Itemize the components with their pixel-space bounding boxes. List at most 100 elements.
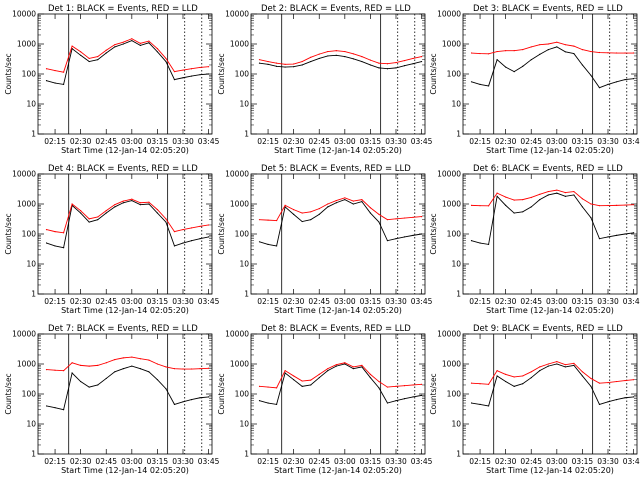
data-point (173, 79, 176, 81)
data-point (318, 373, 320, 376)
data-point (386, 386, 389, 388)
data-point (275, 403, 278, 406)
plot-frame (250, 173, 426, 295)
chart-panel-2: Det 2: BLACK = Events, RED = LLD 1 10 100 10… (217, 4, 433, 155)
data-point (293, 375, 295, 377)
x-tick-label: 03:00 (546, 137, 568, 146)
lld-series-line (471, 41, 634, 55)
data-point (275, 387, 278, 389)
x-tick-label: 03:30 (385, 297, 407, 306)
data-point (530, 46, 532, 48)
y-axis-label: Counts/sec (429, 53, 438, 94)
y-axis-label: Counts/sec (4, 213, 13, 254)
data-point (513, 376, 515, 378)
data-point (395, 238, 397, 240)
lld-series-line (46, 356, 209, 372)
data-point (607, 401, 609, 403)
y-axis-label: Counts/sec (217, 373, 226, 414)
data-point (581, 64, 584, 66)
data-point (97, 384, 99, 386)
x-tick-label: 02:45 (520, 297, 542, 306)
data-point (412, 63, 414, 65)
data-point (590, 385, 592, 387)
x-tick-label: 03:15 (147, 297, 169, 306)
data-point (62, 247, 65, 249)
y-tick-label: 100 (235, 70, 250, 79)
data-point (54, 407, 56, 409)
data-point (573, 190, 575, 193)
y-tick-label: 10 (26, 420, 36, 429)
data-point (590, 217, 592, 219)
x-tick-label: 02:30 (283, 137, 305, 146)
x-tick-label: 03:15 (572, 457, 594, 466)
data-point (182, 401, 184, 403)
data-point (190, 227, 193, 229)
data-point (487, 205, 490, 207)
data-point (207, 396, 210, 398)
data-point (369, 377, 372, 379)
data-point (62, 370, 65, 372)
data-point (573, 45, 575, 47)
data-point (505, 204, 507, 206)
x-tick-label: 03:30 (385, 457, 407, 466)
data-point (547, 363, 549, 365)
x-tick-label: 03:30 (172, 137, 194, 146)
data-point (105, 212, 107, 214)
data-point (71, 372, 73, 374)
data-point (327, 50, 329, 53)
data-point (165, 366, 167, 368)
data-point (607, 52, 609, 54)
x-tick-label: 02:45 (308, 457, 330, 466)
data-point (369, 207, 372, 209)
data-point (564, 44, 566, 46)
data-point (156, 209, 159, 211)
data-point (97, 216, 99, 218)
events-series-line (471, 363, 634, 407)
data-point (420, 60, 423, 63)
data-point (199, 74, 201, 76)
data-point (139, 204, 141, 206)
data-point (71, 362, 73, 364)
data-point (564, 51, 566, 53)
data-point (139, 202, 141, 204)
data-point (412, 234, 414, 236)
data-point (352, 203, 354, 205)
data-point (114, 371, 116, 373)
data-point (207, 367, 210, 369)
x-tick-label: 02:30 (283, 457, 305, 466)
data-point (361, 364, 363, 366)
data-point (632, 232, 635, 234)
data-point (310, 60, 312, 63)
x-tick-label: 02:15 (469, 457, 491, 466)
plot-frame (462, 173, 638, 295)
data-point (615, 52, 618, 54)
data-point (173, 71, 176, 73)
data-point (131, 199, 133, 202)
data-point (513, 71, 515, 73)
data-point (267, 63, 269, 65)
data-point (496, 50, 498, 53)
x-tick-label: 03:30 (172, 457, 194, 466)
data-point (496, 59, 498, 61)
data-point (573, 194, 575, 196)
data-point (156, 212, 159, 214)
x-tick-label: 03:00 (334, 457, 356, 466)
x-tick-label: 03:45 (623, 137, 640, 146)
data-point (97, 364, 99, 366)
y-tick-label: 10000 (12, 170, 36, 179)
y-tick-label: 1000 (230, 360, 249, 369)
data-point (148, 371, 150, 373)
x-tick-label: 03:30 (597, 297, 619, 306)
x-tick-label: 02:30 (495, 457, 517, 466)
y-tick-label: 1000 (442, 40, 461, 49)
events-series-line (46, 200, 209, 249)
data-point (88, 218, 90, 220)
data-point (395, 385, 397, 387)
data-point (45, 229, 48, 231)
data-point (258, 219, 261, 221)
chart-panel-6: Det 6: BLACK = Events, RED = LLD 1 10 100 10… (429, 164, 640, 315)
x-tick-label: 02:45 (95, 457, 117, 466)
data-point (581, 198, 584, 200)
data-point (607, 204, 609, 207)
data-point (148, 201, 150, 203)
